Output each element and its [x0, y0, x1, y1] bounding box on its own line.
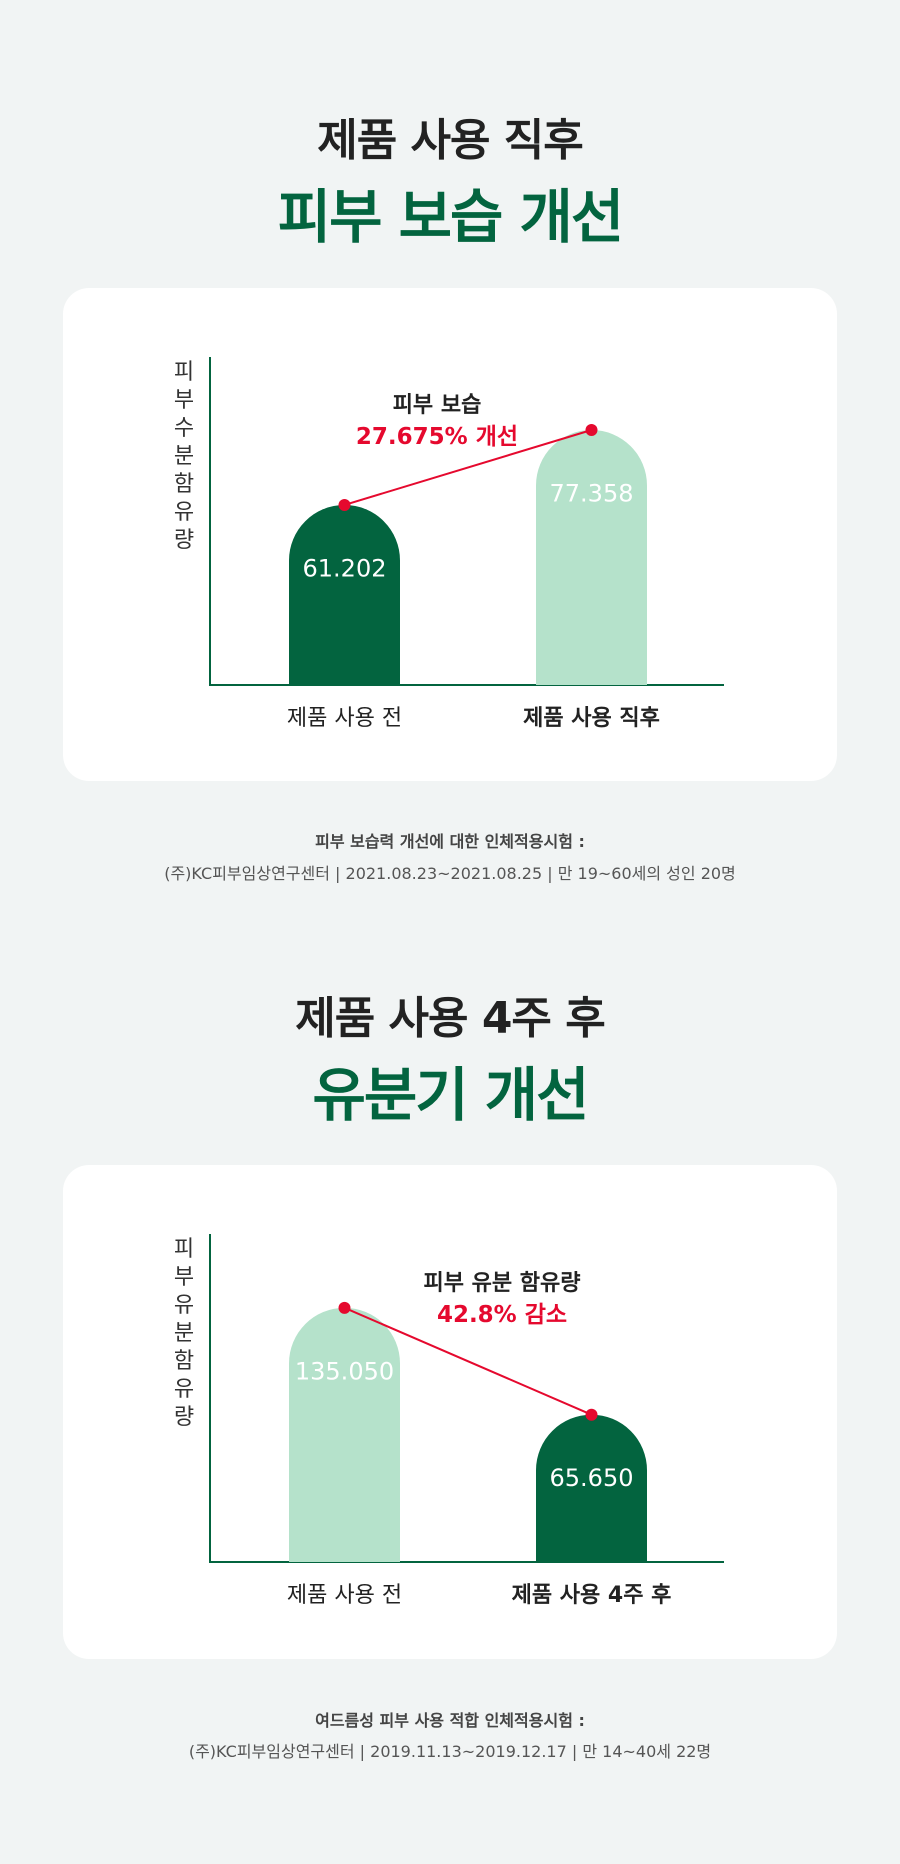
annotation-title: 피부 유분 함유량 — [424, 1271, 581, 1296]
chart-card — [63, 1165, 837, 1659]
section-title: 제품 사용 4주 후 — [295, 993, 605, 1044]
category-label: 제품 사용 전 — [287, 706, 402, 731]
annotation-title: 피부 보습 — [393, 393, 482, 418]
bar-value-label: 61.202 — [303, 554, 387, 582]
bar-value-label: 77.358 — [550, 479, 634, 507]
bar — [536, 1414, 647, 1562]
section-headline: 피부 보습 개선 — [277, 183, 625, 251]
trend-point — [338, 1301, 351, 1314]
bar — [289, 504, 400, 685]
annotation-value: 42.8% 감소 — [437, 1302, 567, 1328]
footnote-title: 피부 보습력 개선에 대한 인체적용시험 : — [315, 832, 585, 851]
section-title: 제품 사용 직후 — [317, 115, 584, 166]
footnote-detail: (주)KC피부임상연구센터 | 2019.11.13~2019.12.17 | … — [188, 1742, 712, 1761]
category-label: 제품 사용 직후 — [523, 706, 660, 731]
bar-value-label: 135.050 — [295, 1357, 394, 1385]
bar — [536, 429, 647, 685]
moisture-chart: 피 부 수 분 함 유 량 61.202 제품 사용 전 77.358 제품 사용 직후 피부 보습 2… — [174, 357, 724, 731]
footnote-title: 여드름성 피부 사용 적합 인체적용시험 : — [315, 1711, 585, 1730]
category-label: 제품 사용 4주 후 — [512, 1583, 672, 1608]
trend-point — [585, 1408, 598, 1421]
trend-point — [585, 423, 598, 436]
footnote-detail: (주)KC피부임상연구센터 | 2021.08.23~2021.08.25 | … — [164, 864, 736, 883]
trend-point — [338, 498, 351, 511]
section-headline: 유분기 개선 — [312, 1061, 590, 1129]
annotation-value: 27.675% 개선 — [356, 424, 518, 450]
bar — [289, 1307, 400, 1562]
chart-card — [63, 288, 837, 781]
category-label: 제품 사용 전 — [287, 1583, 402, 1608]
trend-line — [344, 429, 592, 506]
trend-line — [344, 1306, 592, 1416]
bar-value-label: 65.650 — [550, 1464, 634, 1492]
